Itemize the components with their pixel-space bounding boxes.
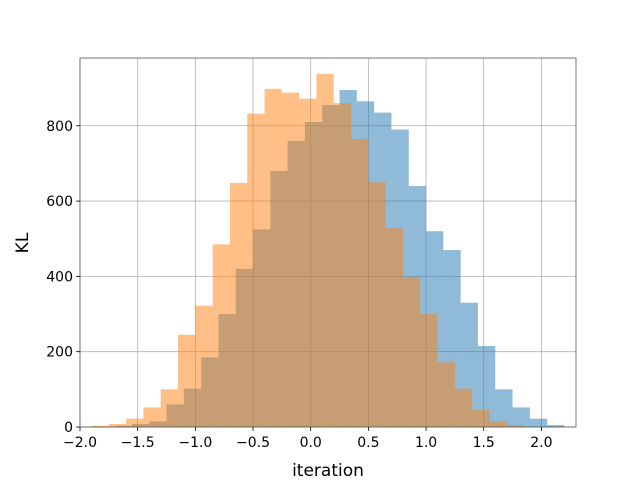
histogram-bar-series-2 xyxy=(160,389,179,427)
histogram-bar-series-2 xyxy=(368,182,386,427)
x-tick-label: −2.0 xyxy=(63,435,97,451)
histogram-bar-series-2 xyxy=(281,92,300,428)
bars xyxy=(91,73,565,428)
x-axis-label: iteration xyxy=(292,461,364,480)
y-tick-label: 600 xyxy=(46,194,73,210)
histogram-bar-series-1 xyxy=(547,425,565,427)
histogram-bar-series-2 xyxy=(299,98,317,427)
y-tick-label: 400 xyxy=(46,269,73,285)
histogram-bar-series-1 xyxy=(512,407,530,427)
y-tick-label: 0 xyxy=(64,420,73,436)
histogram-bar-series-2 xyxy=(316,73,334,428)
ticks: −2.0 −1.5 −1.0 −0.5 0.0 0.5 1.0 1.5 2.0 0 200 400 60… xyxy=(46,119,552,451)
histogram-bar-series-2 xyxy=(212,244,230,427)
histogram-bar-series-2 xyxy=(420,314,438,427)
histogram-bar-series-2 xyxy=(472,410,490,427)
histogram-bar-series-2 xyxy=(229,183,248,427)
histogram-bar-series-2 xyxy=(402,277,421,427)
histogram-bar-series-2 xyxy=(108,423,127,427)
histogram-bar-series-2 xyxy=(126,418,144,427)
x-tick-label: 2.0 xyxy=(530,435,552,451)
y-tick-label: 200 xyxy=(46,345,73,361)
x-tick-label: −1.5 xyxy=(121,435,155,451)
x-tick-label: 1.5 xyxy=(473,435,495,451)
x-tick-label: 1.0 xyxy=(415,435,437,451)
histogram-bar-series-2 xyxy=(195,305,213,427)
histogram-bar-series-2 xyxy=(264,88,282,427)
histogram-bar-series-2 xyxy=(506,425,525,427)
x-tick-label: 0.5 xyxy=(357,435,379,451)
histogram-bar-series-2 xyxy=(247,113,265,427)
plot-frame xyxy=(79,57,577,428)
x-tick-label: 0.0 xyxy=(300,435,322,451)
histogram-bar-series-1 xyxy=(477,346,496,427)
histogram-bar-series-2 xyxy=(333,103,352,428)
histogram-bar-series-1 xyxy=(529,418,548,427)
histogram-bar-series-2 xyxy=(385,228,403,427)
histogram-bar-series-2 xyxy=(437,362,455,427)
y-axis-label: KL xyxy=(13,232,33,253)
histogram-bar-series-2 xyxy=(454,388,473,427)
histogram-bar-series-2 xyxy=(143,407,161,427)
y-tick-label: 800 xyxy=(46,119,73,135)
histogram-bar-series-2 xyxy=(489,421,507,427)
histogram-bar-series-1 xyxy=(495,389,513,427)
histogram-bar-series-2 xyxy=(351,138,369,427)
histogram-bar-series-2 xyxy=(178,334,196,427)
histogram-bar-series-2 xyxy=(91,425,109,427)
x-tick-label: −1.0 xyxy=(178,435,212,451)
x-tick-label: −0.5 xyxy=(236,435,270,451)
